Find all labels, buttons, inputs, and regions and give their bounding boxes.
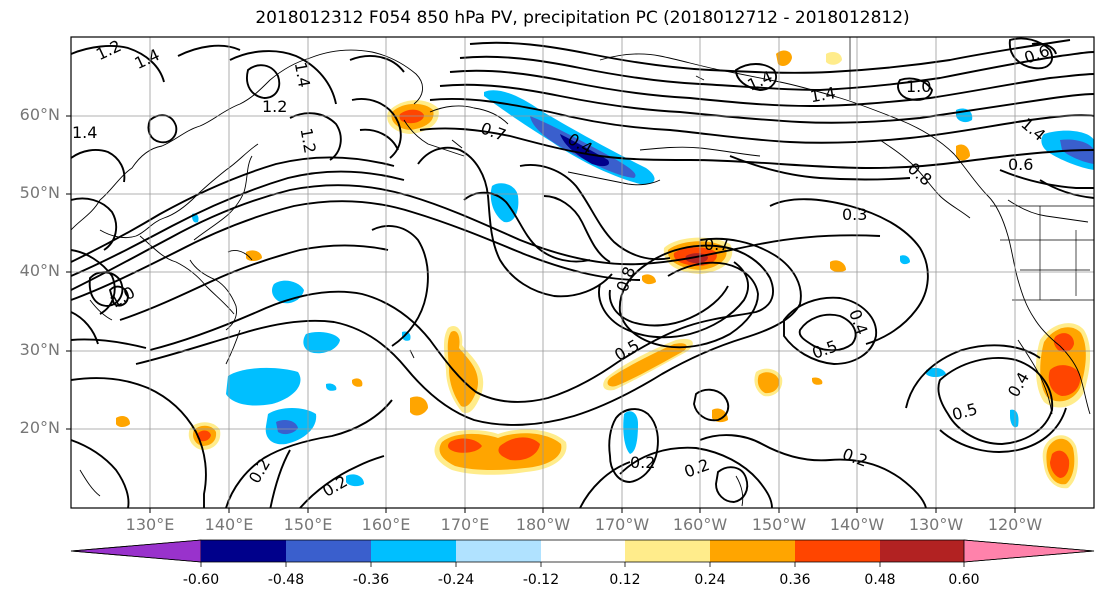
lon-label-130w: 130°W bbox=[908, 515, 964, 534]
colorbar-segment bbox=[201, 540, 286, 562]
precip-positive-shading bbox=[116, 50, 1091, 489]
contour-label: 0.3 bbox=[842, 205, 867, 224]
colorbar-segment bbox=[286, 540, 371, 562]
colorbar-tick-label: -0.12 bbox=[522, 572, 560, 588]
colorbar-segment bbox=[456, 540, 541, 562]
colorbar-tick-label: 0.12 bbox=[609, 572, 641, 588]
lon-label-160e: 160°E bbox=[361, 515, 411, 534]
colorbar-segment bbox=[70, 539, 202, 563]
contour-label: 1.4 bbox=[291, 61, 314, 89]
lon-label-170w: 170°W bbox=[594, 515, 650, 534]
pv-contours bbox=[71, 37, 1094, 508]
contour-label: 1.2 bbox=[297, 126, 320, 154]
lon-label-160w: 160°W bbox=[672, 515, 728, 534]
lon-label-150e: 150°E bbox=[283, 515, 333, 534]
colorbar-segment bbox=[541, 540, 625, 562]
contour-label: 1.4 bbox=[72, 123, 97, 142]
colorbar-tick-label: -0.24 bbox=[437, 572, 475, 588]
colorbar-tick-label: -0.48 bbox=[267, 572, 305, 588]
colorbar-tick-label: -0.60 bbox=[182, 572, 220, 588]
precip-negative-shading bbox=[192, 90, 1094, 487]
colorbar-segment bbox=[625, 540, 710, 562]
colorbar-tick-label: 0.36 bbox=[779, 572, 811, 588]
contour-label: 0.2 bbox=[630, 453, 655, 472]
colorbar-tick-label: 0.60 bbox=[948, 572, 980, 588]
lon-label-140w: 140°W bbox=[829, 515, 885, 534]
colorbar-segment bbox=[963, 539, 1095, 563]
contour-label: 1.0 bbox=[906, 77, 931, 96]
lon-label-140e: 140°E bbox=[204, 515, 254, 534]
colorbar-segment bbox=[795, 540, 880, 562]
lat-label-20n: 20°N bbox=[19, 418, 60, 437]
lat-label-60n: 60°N bbox=[19, 105, 60, 124]
lon-label-120w: 120°W bbox=[987, 515, 1043, 534]
colorbar-segment bbox=[371, 540, 456, 562]
tick-marks bbox=[66, 115, 1016, 513]
lat-label-40n: 40°N bbox=[19, 261, 60, 280]
colorbar-tick-label: 0.24 bbox=[694, 572, 726, 588]
colorbar-segment bbox=[880, 540, 964, 562]
gridlines bbox=[71, 37, 1094, 508]
colorbar bbox=[70, 539, 1095, 567]
map-title: 2018012312 F054 850 hPa PV, precipitatio… bbox=[255, 8, 910, 28]
colorbar-tick-label: -0.36 bbox=[352, 572, 390, 588]
colorbar-segment bbox=[710, 540, 795, 562]
lat-label-50n: 50°N bbox=[19, 183, 60, 202]
lon-label-170e: 170°E bbox=[440, 515, 490, 534]
contour-label: 1.2 bbox=[262, 97, 287, 116]
lon-label-150w: 150°W bbox=[751, 515, 807, 534]
contour-label: 1.4 bbox=[809, 83, 837, 106]
lon-label-180w: 180°W bbox=[515, 515, 571, 534]
boundaries bbox=[849, 37, 1094, 301]
colorbar-tick-label: 0.48 bbox=[864, 572, 896, 588]
contour-label: 0.6 bbox=[1008, 155, 1033, 174]
contour-label: 0.7 bbox=[704, 235, 729, 254]
lon-label-130e: 130°E bbox=[125, 515, 175, 534]
lat-label-30n: 30°N bbox=[19, 340, 60, 359]
